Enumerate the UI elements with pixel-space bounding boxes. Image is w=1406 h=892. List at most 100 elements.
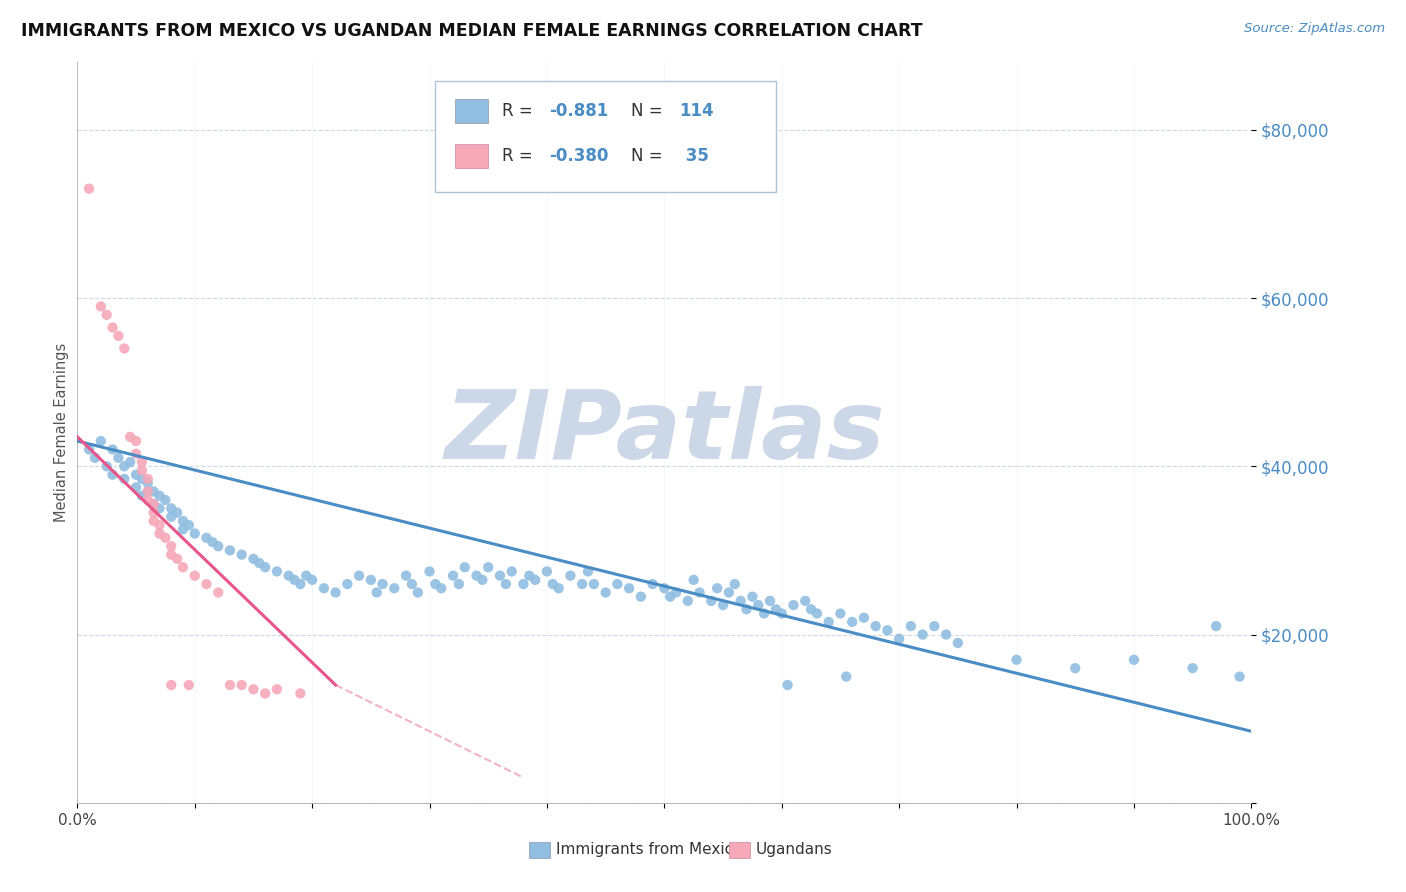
Point [142,514,165,528]
Point [142,497,165,511]
Point [136,472,159,486]
Point [454,560,477,574]
Point [935,627,957,641]
Point [582,577,605,591]
Point [312,581,335,595]
Point [125,480,148,494]
Point [290,686,312,700]
Point [447,577,470,591]
Point [641,577,664,591]
Point [277,568,299,582]
Point [865,619,887,633]
Point [84,450,107,465]
Point [336,577,359,591]
Point [489,568,512,582]
Point [242,682,264,697]
Point [148,489,170,503]
Point [254,560,277,574]
Point [676,594,699,608]
Point [900,619,922,633]
Point [90,300,112,314]
Point [430,581,453,595]
Point [517,568,540,582]
Point [136,484,159,499]
Point [541,577,564,591]
Point [148,526,170,541]
Point [131,455,153,469]
Bar [456,144,488,168]
Point [112,459,135,474]
Point [131,463,153,477]
Point [765,602,787,616]
Point [325,585,347,599]
Point [706,581,728,595]
Point [195,531,218,545]
Point [606,577,628,591]
Point [617,581,640,595]
Point [120,430,142,444]
Point [717,585,740,599]
Point [136,484,159,499]
Point [682,573,704,587]
Point [946,636,969,650]
Point [382,581,405,595]
Point [101,320,124,334]
Point [536,565,558,579]
Point [1205,619,1227,633]
Text: N =: N = [631,103,668,120]
Point [1229,670,1251,684]
Point [465,568,488,582]
Point [142,506,165,520]
Point [160,509,183,524]
Point [266,682,288,697]
Point [295,568,318,582]
Point [112,342,135,356]
Point [770,607,793,621]
Point [247,556,270,570]
Point [477,560,499,574]
Point [131,472,153,486]
Point [852,610,875,624]
Point [512,577,534,591]
Point [125,434,148,448]
Point [752,607,775,621]
Point [401,577,423,591]
Point [290,577,312,591]
Point [160,678,183,692]
Point [219,678,242,692]
Point [395,568,418,582]
Point [1122,653,1144,667]
Point [1005,653,1028,667]
Point [142,497,165,511]
Point [630,590,652,604]
Point [817,615,839,629]
Point [724,577,747,591]
Point [160,501,183,516]
Point [101,467,124,482]
Point [177,518,200,533]
Point [924,619,946,633]
Bar [529,842,551,858]
Point [471,573,494,587]
Y-axis label: Median Female Earnings: Median Female Earnings [53,343,69,522]
Text: R =: R = [502,146,538,165]
Point [155,531,177,545]
Point [1181,661,1204,675]
Point [231,678,253,692]
Point [665,585,688,599]
Text: ZIPatlas: ZIPatlas [444,386,884,479]
Point [652,581,676,595]
Point [77,442,100,457]
Point [806,607,828,621]
Point [125,467,148,482]
Point [560,568,582,582]
Text: R =: R = [502,103,538,120]
Point [177,678,200,692]
Point [183,568,207,582]
Text: 114: 114 [679,103,714,120]
Point [406,585,429,599]
Point [125,447,148,461]
Point [360,573,382,587]
Point [735,602,758,616]
Bar [728,842,749,858]
